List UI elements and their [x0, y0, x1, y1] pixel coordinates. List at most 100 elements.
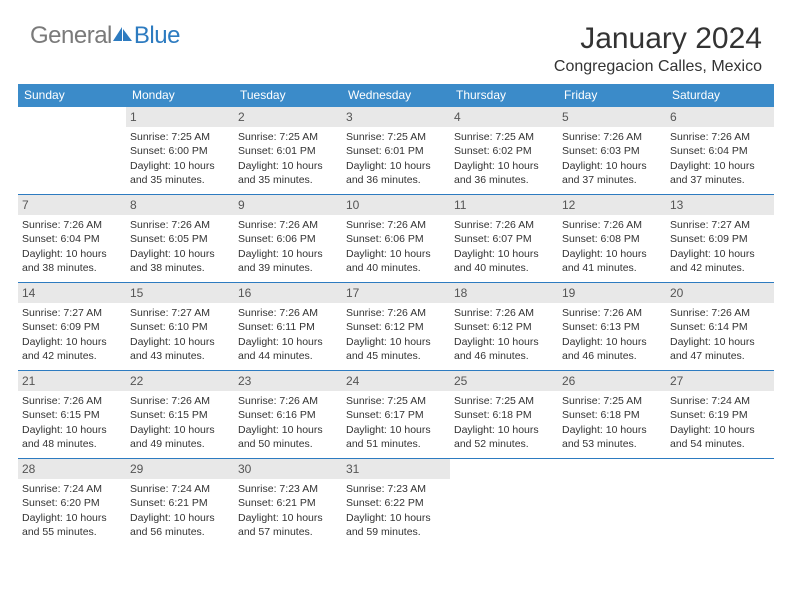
day-cell: 10Sunrise: 7:26 AMSunset: 6:06 PMDayligh…: [342, 195, 450, 282]
weekday-header: Sunday: [18, 84, 126, 107]
day-number: 19: [558, 283, 666, 303]
sunrise-line: Sunrise: 7:26 AM: [346, 218, 446, 232]
daylight-line-1: Daylight: 10 hours: [130, 159, 230, 173]
day-number: 24: [342, 371, 450, 391]
daylight-line-2: and 54 minutes.: [670, 437, 770, 451]
sunrise-line: Sunrise: 7:25 AM: [346, 130, 446, 144]
sunrise-line: Sunrise: 7:25 AM: [562, 394, 662, 408]
daylight-line-1: Daylight: 10 hours: [238, 159, 338, 173]
day-number: 21: [18, 371, 126, 391]
daylight-line-1: Daylight: 10 hours: [22, 335, 122, 349]
day-cell: 14Sunrise: 7:27 AMSunset: 6:09 PMDayligh…: [18, 283, 126, 370]
day-cell: 25Sunrise: 7:25 AMSunset: 6:18 PMDayligh…: [450, 371, 558, 458]
day-number: 10: [342, 195, 450, 215]
triangle-icon: [112, 25, 134, 48]
day-number: 18: [450, 283, 558, 303]
daylight-line-2: and 49 minutes.: [130, 437, 230, 451]
sunset-line: Sunset: 6:00 PM: [130, 144, 230, 158]
daylight-line-2: and 37 minutes.: [562, 173, 662, 187]
sunrise-line: Sunrise: 7:26 AM: [130, 218, 230, 232]
day-number: 27: [666, 371, 774, 391]
weekday-header-row: SundayMondayTuesdayWednesdayThursdayFrid…: [18, 84, 774, 107]
day-number: 31: [342, 459, 450, 479]
day-number: 28: [18, 459, 126, 479]
day-cell: 6Sunrise: 7:26 AMSunset: 6:04 PMDaylight…: [666, 107, 774, 194]
sunrise-line: Sunrise: 7:27 AM: [22, 306, 122, 320]
sunrise-line: Sunrise: 7:26 AM: [454, 306, 554, 320]
daylight-line-1: Daylight: 10 hours: [454, 423, 554, 437]
daylight-line-2: and 40 minutes.: [346, 261, 446, 275]
sunset-line: Sunset: 6:06 PM: [238, 232, 338, 246]
daylight-line-1: Daylight: 10 hours: [346, 423, 446, 437]
day-number: 8: [126, 195, 234, 215]
sunset-line: Sunset: 6:02 PM: [454, 144, 554, 158]
daylight-line-2: and 57 minutes.: [238, 525, 338, 539]
daylight-line-1: Daylight: 10 hours: [130, 511, 230, 525]
logo-text-general: General: [30, 22, 112, 50]
sunrise-line: Sunrise: 7:24 AM: [130, 482, 230, 496]
day-cell: 26Sunrise: 7:25 AMSunset: 6:18 PMDayligh…: [558, 371, 666, 458]
day-number: 15: [126, 283, 234, 303]
daylight-line-2: and 59 minutes.: [346, 525, 446, 539]
sunset-line: Sunset: 6:18 PM: [562, 408, 662, 422]
sunrise-line: Sunrise: 7:25 AM: [238, 130, 338, 144]
daylight-line-2: and 38 minutes.: [130, 261, 230, 275]
sunset-line: Sunset: 6:08 PM: [562, 232, 662, 246]
day-cell: 2Sunrise: 7:25 AMSunset: 6:01 PMDaylight…: [234, 107, 342, 194]
day-number: 22: [126, 371, 234, 391]
day-cell: [450, 459, 558, 547]
daylight-line-1: Daylight: 10 hours: [670, 159, 770, 173]
daylight-line-2: and 39 minutes.: [238, 261, 338, 275]
sunrise-line: Sunrise: 7:25 AM: [454, 394, 554, 408]
daylight-line-1: Daylight: 10 hours: [346, 335, 446, 349]
sunset-line: Sunset: 6:03 PM: [562, 144, 662, 158]
sunset-line: Sunset: 6:13 PM: [562, 320, 662, 334]
day-cell: 12Sunrise: 7:26 AMSunset: 6:08 PMDayligh…: [558, 195, 666, 282]
day-number: 6: [666, 107, 774, 127]
sunset-line: Sunset: 6:10 PM: [130, 320, 230, 334]
week-row: 28Sunrise: 7:24 AMSunset: 6:20 PMDayligh…: [18, 459, 774, 547]
day-number: 12: [558, 195, 666, 215]
sunrise-line: Sunrise: 7:26 AM: [346, 306, 446, 320]
day-cell: 9Sunrise: 7:26 AMSunset: 6:06 PMDaylight…: [234, 195, 342, 282]
day-number: 2: [234, 107, 342, 127]
sunrise-line: Sunrise: 7:26 AM: [454, 218, 554, 232]
week-row: 7Sunrise: 7:26 AMSunset: 6:04 PMDaylight…: [18, 195, 774, 283]
sunrise-line: Sunrise: 7:26 AM: [238, 394, 338, 408]
sunset-line: Sunset: 6:22 PM: [346, 496, 446, 510]
sunset-line: Sunset: 6:05 PM: [130, 232, 230, 246]
day-cell: 24Sunrise: 7:25 AMSunset: 6:17 PMDayligh…: [342, 371, 450, 458]
daylight-line-2: and 38 minutes.: [22, 261, 122, 275]
weekday-header: Thursday: [450, 84, 558, 107]
daylight-line-1: Daylight: 10 hours: [130, 335, 230, 349]
day-number: 23: [234, 371, 342, 391]
day-number: 11: [450, 195, 558, 215]
sunset-line: Sunset: 6:20 PM: [22, 496, 122, 510]
weekday-header: Wednesday: [342, 84, 450, 107]
daylight-line-1: Daylight: 10 hours: [238, 511, 338, 525]
logo-text-blue: Blue: [134, 22, 180, 50]
day-cell: 7Sunrise: 7:26 AMSunset: 6:04 PMDaylight…: [18, 195, 126, 282]
sunset-line: Sunset: 6:07 PM: [454, 232, 554, 246]
daylight-line-1: Daylight: 10 hours: [670, 335, 770, 349]
sunrise-line: Sunrise: 7:26 AM: [670, 130, 770, 144]
day-cell: 22Sunrise: 7:26 AMSunset: 6:15 PMDayligh…: [126, 371, 234, 458]
day-cell: 4Sunrise: 7:25 AMSunset: 6:02 PMDaylight…: [450, 107, 558, 194]
day-cell: 1Sunrise: 7:25 AMSunset: 6:00 PMDaylight…: [126, 107, 234, 194]
sunrise-line: Sunrise: 7:24 AM: [22, 482, 122, 496]
sunset-line: Sunset: 6:15 PM: [22, 408, 122, 422]
daylight-line-2: and 36 minutes.: [454, 173, 554, 187]
daylight-line-2: and 46 minutes.: [562, 349, 662, 363]
sunrise-line: Sunrise: 7:24 AM: [670, 394, 770, 408]
daylight-line-1: Daylight: 10 hours: [238, 247, 338, 261]
daylight-line-1: Daylight: 10 hours: [22, 247, 122, 261]
sunset-line: Sunset: 6:21 PM: [130, 496, 230, 510]
sunset-line: Sunset: 6:04 PM: [22, 232, 122, 246]
daylight-line-2: and 48 minutes.: [22, 437, 122, 451]
week-row: 14Sunrise: 7:27 AMSunset: 6:09 PMDayligh…: [18, 283, 774, 371]
day-cell: 20Sunrise: 7:26 AMSunset: 6:14 PMDayligh…: [666, 283, 774, 370]
daylight-line-1: Daylight: 10 hours: [130, 423, 230, 437]
sunset-line: Sunset: 6:12 PM: [346, 320, 446, 334]
sunrise-line: Sunrise: 7:26 AM: [238, 306, 338, 320]
day-cell: 31Sunrise: 7:23 AMSunset: 6:22 PMDayligh…: [342, 459, 450, 547]
